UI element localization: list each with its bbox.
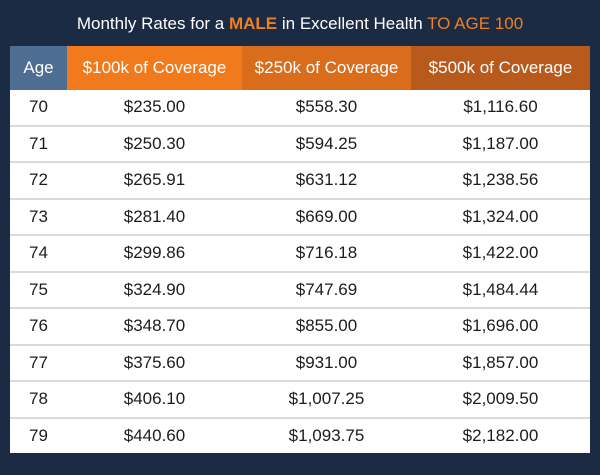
age-cell: 77 [10, 345, 67, 382]
rate-500k-cell: $1,324.00 [411, 199, 590, 236]
age-cell: 79 [10, 418, 67, 453]
table-row: 71 $250.30 $594.25 $1,187.00 [10, 126, 590, 163]
title-text-part2: in Excellent Health [277, 14, 428, 33]
rate-500k-cell: $2,182.00 [411, 418, 590, 453]
title-highlight-male: MALE [228, 14, 278, 33]
rate-100k-cell: $375.60 [67, 345, 242, 382]
table-row: 72 $265.91 $631.12 $1,238.56 [10, 163, 590, 200]
age-cell: 73 [10, 199, 67, 236]
title-text-part1: Monthly Rates for a [76, 14, 229, 33]
age-cell: 70 [10, 90, 67, 127]
age-cell: 78 [10, 382, 67, 419]
header-age: Age [10, 46, 67, 90]
table-body: 70 $235.00 $558.30 $1,116.60 71 $250.30 $594.2… [10, 90, 590, 453]
rate-500k-cell: $1,116.60 [411, 90, 590, 127]
rate-250k-cell: $669.00 [242, 199, 411, 236]
table-row: 74 $299.86 $716.18 $1,422.00 [10, 236, 590, 273]
table-row: 70 $235.00 $558.30 $1,116.60 [10, 90, 590, 127]
table-row: 75 $324.90 $747.69 $1,484.44 [10, 272, 590, 309]
table-row: 79 $440.60 $1,093.75 $2,182.00 [10, 418, 590, 453]
rate-100k-cell: $324.90 [67, 272, 242, 309]
table-row: 78 $406.10 $1,007.25 $2,009.50 [10, 382, 590, 419]
table-row: 77 $375.60 $931.00 $1,857.00 [10, 345, 590, 382]
rate-100k-cell: $281.40 [67, 199, 242, 236]
table-title: Monthly Rates for a MALE in Excellent He… [10, 0, 590, 46]
rate-100k-cell: $235.00 [67, 90, 242, 127]
rate-100k-cell: $406.10 [67, 382, 242, 419]
rate-250k-cell: $931.00 [242, 345, 411, 382]
age-cell: 75 [10, 272, 67, 309]
rate-500k-cell: $1,696.00 [411, 309, 590, 346]
header-100k-coverage: $100k of Coverage [67, 46, 242, 90]
age-cell: 76 [10, 309, 67, 346]
rate-250k-cell: $747.69 [242, 272, 411, 309]
header-500k-coverage: $500k of Coverage [411, 46, 590, 90]
rate-250k-cell: $558.30 [242, 90, 411, 127]
rate-100k-cell: $250.30 [67, 126, 242, 163]
rate-250k-cell: $1,093.75 [242, 418, 411, 453]
rate-250k-cell: $1,007.25 [242, 382, 411, 419]
rate-500k-cell: $1,187.00 [411, 126, 590, 163]
rate-250k-cell: $716.18 [242, 236, 411, 273]
rate-500k-cell: $1,857.00 [411, 345, 590, 382]
rates-table: Age $100k of Coverage $250k of Coverage … [10, 46, 590, 453]
title-highlight-age: TO AGE 100 [427, 14, 524, 33]
table-row: 76 $348.70 $855.00 $1,696.00 [10, 309, 590, 346]
rate-500k-cell: $2,009.50 [411, 382, 590, 419]
rate-500k-cell: $1,238.56 [411, 163, 590, 200]
rate-250k-cell: $594.25 [242, 126, 411, 163]
table-row: 73 $281.40 $669.00 $1,324.00 [10, 199, 590, 236]
header-250k-coverage: $250k of Coverage [242, 46, 411, 90]
rate-100k-cell: $440.60 [67, 418, 242, 453]
rate-100k-cell: $299.86 [67, 236, 242, 273]
rate-250k-cell: $631.12 [242, 163, 411, 200]
rate-500k-cell: $1,484.44 [411, 272, 590, 309]
rate-100k-cell: $265.91 [67, 163, 242, 200]
header-row: Age $100k of Coverage $250k of Coverage … [10, 46, 590, 90]
age-cell: 72 [10, 163, 67, 200]
rate-500k-cell: $1,422.00 [411, 236, 590, 273]
rate-100k-cell: $348.70 [67, 309, 242, 346]
age-cell: 74 [10, 236, 67, 273]
rate-250k-cell: $855.00 [242, 309, 411, 346]
age-cell: 71 [10, 126, 67, 163]
